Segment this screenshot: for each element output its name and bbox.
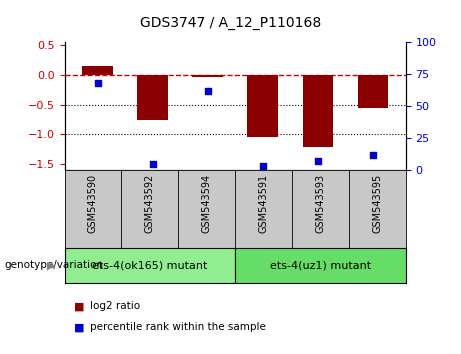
Text: percentile rank within the sample: percentile rank within the sample xyxy=(90,322,266,332)
Text: ■: ■ xyxy=(74,322,84,332)
Text: ▶: ▶ xyxy=(47,261,55,270)
Text: genotype/variation: genotype/variation xyxy=(5,261,104,270)
Point xyxy=(94,80,101,86)
Bar xyxy=(302,75,333,147)
Point xyxy=(314,158,321,164)
Text: GSM543595: GSM543595 xyxy=(372,174,382,233)
Bar xyxy=(137,75,168,120)
Text: ets-4(ok165) mutant: ets-4(ok165) mutant xyxy=(92,261,207,270)
Point xyxy=(149,161,156,166)
Bar xyxy=(358,75,388,108)
Bar xyxy=(248,75,278,137)
Text: GDS3747 / A_12_P110168: GDS3747 / A_12_P110168 xyxy=(140,16,321,30)
Text: GSM543593: GSM543593 xyxy=(315,174,325,233)
Point xyxy=(204,88,211,94)
Text: GSM543591: GSM543591 xyxy=(259,174,269,233)
Point xyxy=(259,163,266,169)
Text: log2 ratio: log2 ratio xyxy=(90,301,140,311)
Text: GSM543592: GSM543592 xyxy=(145,174,155,233)
Bar xyxy=(83,66,112,75)
Text: GSM543594: GSM543594 xyxy=(201,174,212,233)
Text: ■: ■ xyxy=(74,301,84,311)
Point xyxy=(369,152,376,158)
Bar xyxy=(193,75,223,78)
Text: ets-4(uz1) mutant: ets-4(uz1) mutant xyxy=(270,261,371,270)
Text: GSM543590: GSM543590 xyxy=(88,174,98,233)
